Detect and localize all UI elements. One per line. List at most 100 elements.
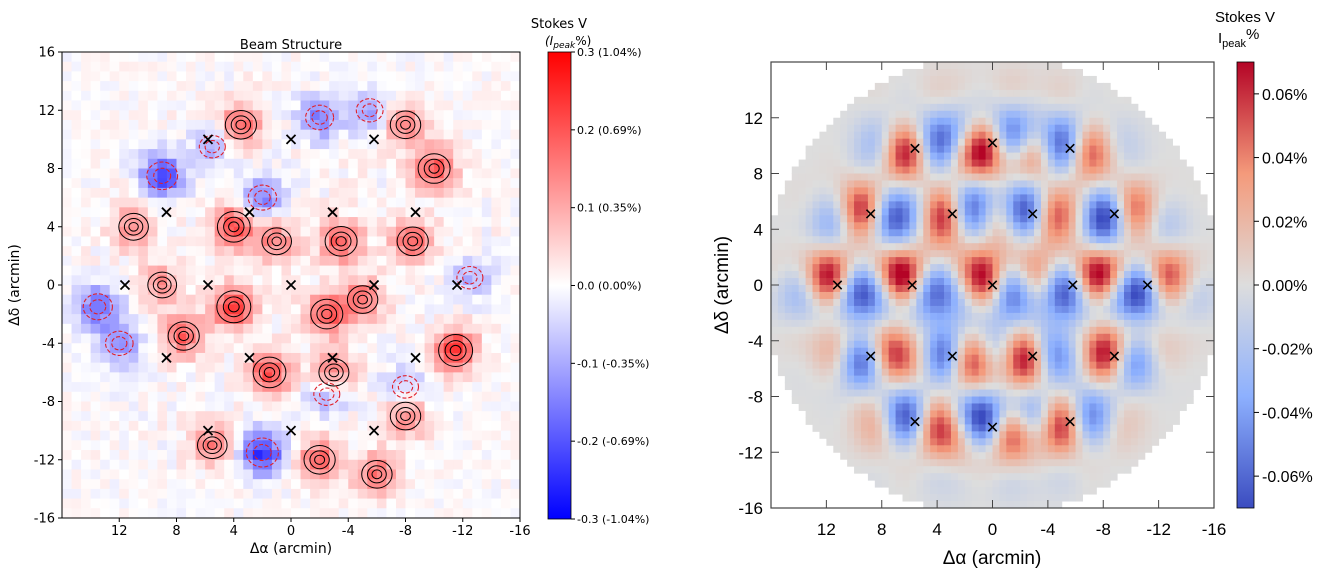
heat-cell bbox=[415, 81, 425, 92]
heat-cell bbox=[81, 333, 92, 344]
heat-cell bbox=[777, 354, 786, 363]
heat-cell bbox=[812, 326, 820, 335]
heat-cell bbox=[262, 110, 273, 121]
heat-cell bbox=[964, 480, 973, 488]
heat-cell bbox=[291, 246, 301, 257]
heat-cell bbox=[271, 411, 282, 422]
heat-cell bbox=[937, 208, 945, 216]
heat-cell bbox=[1040, 250, 1049, 258]
heat-cell bbox=[819, 285, 827, 293]
heat-cell bbox=[252, 61, 263, 72]
heat-cell bbox=[916, 445, 924, 453]
heat-cell bbox=[205, 110, 216, 121]
heat-cell bbox=[195, 217, 206, 228]
heat-cell bbox=[923, 431, 931, 439]
heat-cell bbox=[186, 440, 196, 451]
heat-cell bbox=[854, 326, 862, 335]
heat-cell bbox=[944, 110, 952, 119]
heat-cell bbox=[1054, 459, 1063, 467]
heat-cell bbox=[443, 236, 454, 247]
heat-cell bbox=[233, 401, 244, 412]
heat-cell bbox=[916, 75, 924, 84]
heat-cell bbox=[453, 440, 464, 451]
heat-cell bbox=[944, 89, 952, 98]
heat-cell bbox=[840, 110, 848, 119]
heat-cell bbox=[415, 391, 425, 402]
heat-cell bbox=[957, 480, 966, 488]
heat-cell bbox=[826, 201, 834, 209]
heat-cell bbox=[195, 255, 206, 266]
heat-cell bbox=[271, 488, 282, 499]
heat-cell bbox=[1068, 194, 1077, 202]
heat-cell bbox=[329, 61, 340, 72]
heat-cell bbox=[157, 508, 168, 518]
heat-cell bbox=[338, 129, 349, 140]
heat-cell bbox=[950, 396, 959, 404]
heat-cell bbox=[881, 103, 890, 112]
heat-cell bbox=[847, 264, 855, 272]
heat-cell bbox=[1020, 278, 1028, 286]
heat-cell bbox=[319, 246, 330, 257]
heat-cell bbox=[1047, 298, 1056, 307]
heat-cell bbox=[923, 480, 931, 488]
heat-cell bbox=[881, 438, 890, 446]
heat-cell bbox=[867, 333, 876, 342]
heat-cell bbox=[1006, 222, 1014, 230]
heat-cell bbox=[319, 236, 330, 247]
heat-cell bbox=[90, 459, 101, 470]
heat-cell bbox=[62, 314, 72, 325]
heat-cell bbox=[1006, 236, 1014, 244]
heat-cell bbox=[819, 229, 827, 237]
heat-cell bbox=[874, 96, 883, 105]
heat-cell bbox=[195, 275, 206, 286]
heat-cell bbox=[71, 158, 82, 169]
heat-cell bbox=[874, 382, 883, 391]
heat-cell bbox=[1020, 396, 1028, 404]
heat-cell bbox=[415, 352, 425, 364]
heat-cell bbox=[176, 61, 187, 72]
heat-cell bbox=[214, 158, 225, 169]
heat-cell bbox=[71, 129, 82, 140]
heat-cell bbox=[874, 201, 883, 209]
heat-cell bbox=[1040, 201, 1049, 209]
heat-cell bbox=[262, 294, 273, 305]
heat-cell bbox=[902, 124, 910, 133]
heat-cell bbox=[840, 319, 848, 328]
heat-cell bbox=[338, 294, 349, 305]
heat-cell bbox=[147, 100, 158, 111]
heat-cell bbox=[233, 294, 244, 305]
heat-cell bbox=[262, 469, 273, 480]
heat-cell bbox=[205, 139, 216, 150]
heat-cell bbox=[888, 487, 897, 495]
heat-cell bbox=[902, 459, 910, 467]
heat-cell bbox=[1068, 264, 1077, 272]
heat-cell bbox=[874, 305, 883, 314]
heat-cell bbox=[300, 246, 311, 257]
heat-cell bbox=[1047, 333, 1056, 342]
heat-cell bbox=[319, 352, 330, 364]
heat-cell bbox=[881, 110, 890, 119]
heat-cell bbox=[214, 352, 225, 364]
heat-cell bbox=[985, 229, 993, 237]
heat-cell bbox=[1034, 62, 1042, 70]
heat-cell bbox=[281, 304, 292, 315]
heat-cell bbox=[1020, 180, 1028, 188]
heat-cell bbox=[909, 103, 917, 112]
heat-cell bbox=[195, 440, 206, 451]
heat-cell bbox=[895, 96, 904, 105]
heat-cell bbox=[367, 197, 378, 208]
heat-cell bbox=[1054, 208, 1063, 216]
heat-cell bbox=[1034, 110, 1042, 119]
heat-cell bbox=[224, 401, 235, 412]
heat-cell bbox=[777, 361, 786, 370]
heat-cell bbox=[100, 508, 111, 518]
heat-cell bbox=[472, 498, 483, 509]
heat-cell bbox=[971, 403, 980, 411]
heat-cell bbox=[1013, 82, 1021, 91]
heat-cell bbox=[90, 352, 101, 364]
heat-cell bbox=[252, 187, 263, 199]
heat-cell bbox=[950, 326, 959, 335]
heat-cell bbox=[281, 372, 292, 383]
heat-cell bbox=[944, 264, 952, 272]
heat-cell bbox=[128, 314, 139, 325]
